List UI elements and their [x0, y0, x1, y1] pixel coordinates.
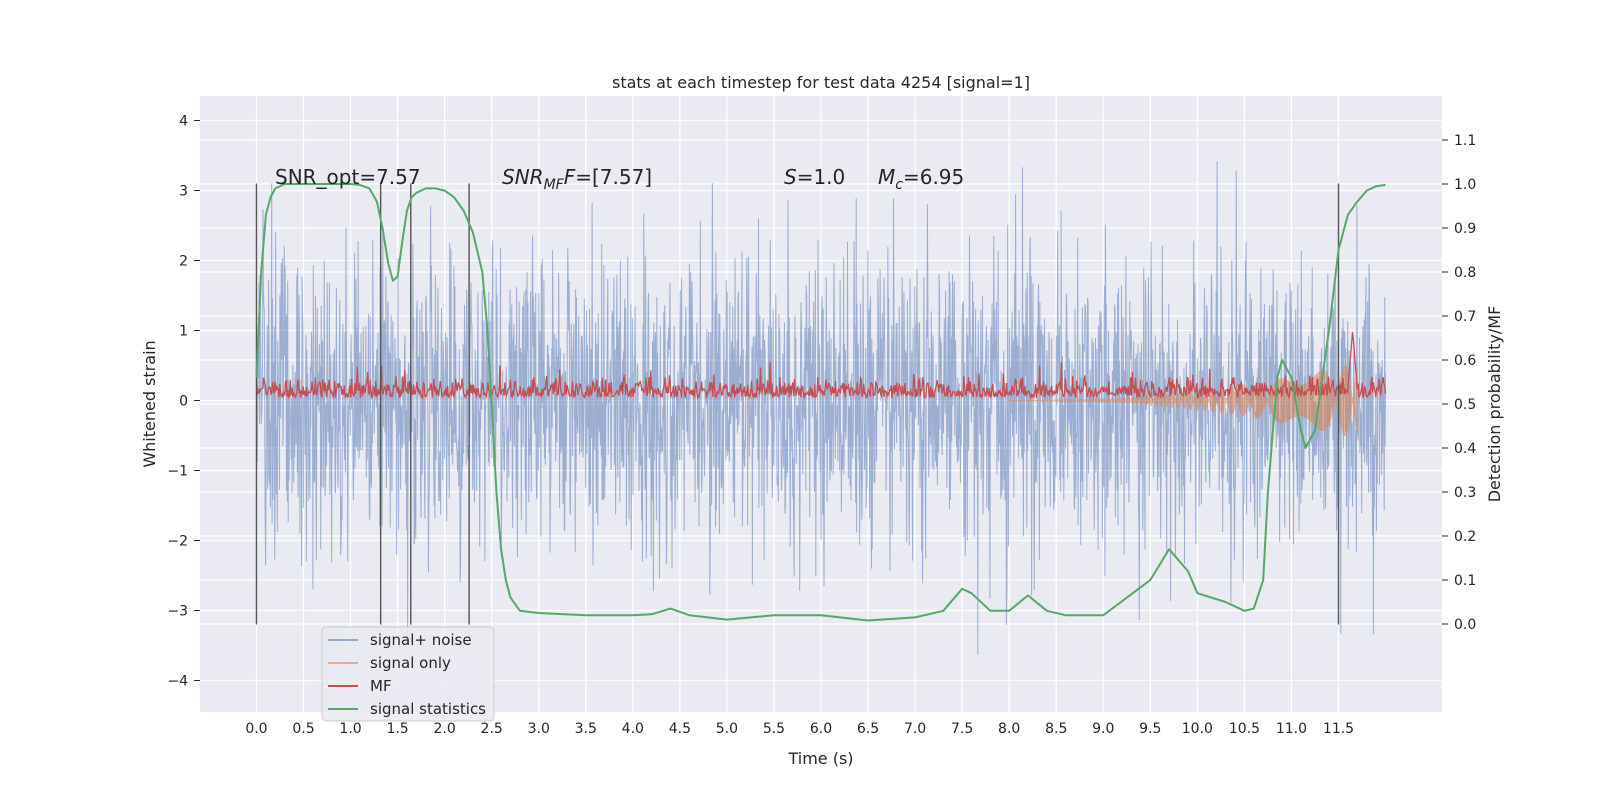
legend-box [321, 626, 495, 722]
x-tick-label: 2.0 [434, 721, 456, 737]
x-tick-label: 10.0 [1182, 721, 1213, 737]
x-tick-label: 9.5 [1139, 721, 1161, 737]
y-tick-label: 1 [179, 324, 188, 340]
x-axis-label: Time (s) [787, 749, 853, 768]
y-axis-label: Whitened strain [140, 340, 159, 467]
y2-tick-label: 1.1 [1454, 133, 1476, 149]
x-tick-label: 8.0 [998, 721, 1020, 737]
annotation-snr-mf-rest: =[7.57] [575, 165, 652, 189]
x-tick-label: 7.5 [951, 721, 973, 737]
x-tick-label: 6.0 [810, 721, 832, 737]
legend-label-mf: MF [370, 677, 392, 695]
y2-tick-label: 0.7 [1454, 309, 1476, 325]
series-signal-only [1009, 364, 1358, 437]
x-tick-label: 11.5 [1323, 721, 1354, 737]
y2-axis-ticks: 1.1 1.0 0.9 0.8 0.7 0.6 0.5 0.4 0.3 0.2 0.1 0.0 [1442, 133, 1476, 633]
x-tick-label: 3.0 [528, 721, 550, 737]
y2-tick-label: 0.6 [1454, 353, 1476, 369]
x-axis-ticks: 0.0 0.5 1.0 1.5 2.0 2.5 3.0 3.5 4.0 4.5 5.0 5.5 6.0 6… [245, 721, 1354, 737]
annotation-s-main: S [784, 165, 797, 189]
x-tick-label: 4.5 [669, 721, 691, 737]
annotation-mc-sub: c [895, 177, 903, 193]
x-tick-label: 1.0 [339, 721, 361, 737]
y-tick-label: −2 [167, 534, 188, 550]
series-signal-statistics [255, 183, 1386, 622]
series-mf [255, 332, 1387, 401]
y-tick-label: −3 [167, 604, 188, 620]
y2-tick-label: 0.2 [1454, 529, 1476, 545]
mf-line [255, 332, 1387, 401]
y2-tick-label: 0.5 [1454, 397, 1476, 413]
annotation-mc-rest: =6.95 [903, 165, 964, 189]
y2-tick-label: 0.8 [1454, 265, 1476, 281]
x-tick-label: 5.0 [716, 721, 738, 737]
annotation-mc-main: M [878, 165, 895, 189]
x-tick-label: 0.0 [245, 721, 267, 737]
annotation-snr-mf: SNRMFF=[7.57] [502, 165, 652, 193]
signal-noise-line [256, 161, 1386, 655]
y-tick-label: 3 [179, 184, 188, 200]
signal-only-line [1009, 364, 1358, 437]
y2-tick-label: 0.3 [1454, 485, 1476, 501]
signal-statistics-line [255, 183, 1386, 622]
x-tick-label: 3.5 [575, 721, 597, 737]
legend-label-signal-noise: signal+ noise [370, 631, 472, 649]
legend: signal+ noise signal only MF signal stat… [321, 626, 495, 722]
x-tick-label: 9.0 [1092, 721, 1114, 737]
y2-tick-label: 0.9 [1454, 221, 1476, 237]
x-tick-label: 8.5 [1045, 721, 1067, 737]
x-tick-label: 0.5 [292, 721, 314, 737]
chart-title: stats at each timestep for test data 425… [612, 73, 1030, 92]
annotation-snr-mf-f: F [564, 165, 576, 189]
annotation-s: S=1.0 [784, 165, 845, 189]
y-tick-label: 2 [179, 254, 188, 270]
legend-label-signal-only: signal only [370, 654, 451, 672]
y2-tick-label: 1.0 [1454, 177, 1476, 193]
annotation-snr-mf-main: SNR [502, 165, 544, 189]
x-tick-label: 1.5 [386, 721, 408, 737]
y-axis-ticks: 4 3 2 1 0 −1 −2 −3 −4 [167, 114, 200, 690]
y2-tick-label: 0.1 [1454, 573, 1476, 589]
y-tick-label: 0 [179, 394, 188, 410]
x-tick-label: 6.5 [857, 721, 879, 737]
y2-tick-label: 0.4 [1454, 441, 1476, 457]
y-tick-label: −1 [167, 464, 188, 480]
x-tick-label: 10.5 [1229, 721, 1260, 737]
series-signal-noise [256, 161, 1386, 655]
annotation-s-rest: =1.0 [797, 165, 846, 189]
vertical-markers [255, 183, 1340, 625]
y2-tick-label: 0.0 [1454, 617, 1476, 633]
x-tick-label: 11.0 [1276, 721, 1307, 737]
y2-axis-label: Detection probability/MF [1485, 306, 1504, 503]
annotation-snr-mf-sub: MF [544, 177, 565, 193]
y-tick-label: −4 [167, 674, 188, 690]
y-tick-label: 4 [179, 114, 188, 130]
legend-label-signal-statistics: signal statistics [370, 700, 486, 718]
annotation-snr-opt: SNR_opt=7.57 [275, 165, 421, 189]
x-tick-label: 7.0 [904, 721, 926, 737]
annotation-mc: Mc=6.95 [878, 165, 964, 193]
x-tick-label: 4.0 [622, 721, 644, 737]
x-tick-label: 5.5 [763, 721, 785, 737]
x-tick-label: 2.5 [481, 721, 503, 737]
